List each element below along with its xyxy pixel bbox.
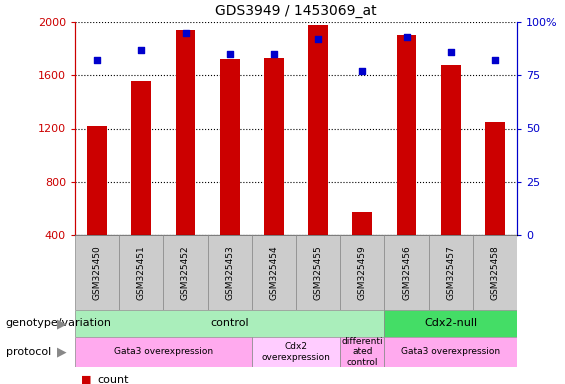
Text: GSM325451: GSM325451 <box>137 245 146 300</box>
Text: genotype/variation: genotype/variation <box>6 318 112 328</box>
Bar <box>473 235 517 310</box>
Point <box>93 57 102 63</box>
Bar <box>131 81 151 235</box>
Text: differenti
ated
control: differenti ated control <box>341 337 383 367</box>
Bar <box>119 235 163 310</box>
Text: protocol: protocol <box>6 347 51 357</box>
Bar <box>441 65 460 235</box>
Text: Cdx2-null: Cdx2-null <box>424 318 477 328</box>
Bar <box>485 122 505 235</box>
Text: GSM325452: GSM325452 <box>181 245 190 300</box>
Point <box>181 30 190 36</box>
Bar <box>384 337 517 367</box>
Text: GSM325457: GSM325457 <box>446 245 455 300</box>
Text: GSM325455: GSM325455 <box>314 245 323 300</box>
Bar <box>384 235 429 310</box>
Bar <box>252 337 340 367</box>
Text: GSM325454: GSM325454 <box>270 245 279 300</box>
Point <box>446 49 455 55</box>
Bar <box>340 235 384 310</box>
Title: GDS3949 / 1453069_at: GDS3949 / 1453069_at <box>215 4 377 18</box>
Bar <box>397 35 416 235</box>
Text: count: count <box>98 375 129 384</box>
Bar <box>220 59 240 235</box>
Point <box>137 46 146 53</box>
Text: GSM325459: GSM325459 <box>358 245 367 300</box>
Bar <box>353 212 372 235</box>
Text: control: control <box>210 318 249 328</box>
Bar <box>75 337 252 367</box>
Point <box>270 51 279 57</box>
Text: ■: ■ <box>81 375 91 384</box>
Text: ▶: ▶ <box>57 346 67 359</box>
Bar <box>308 25 328 235</box>
Text: GSM325458: GSM325458 <box>490 245 499 300</box>
Text: Gata3 overexpression: Gata3 overexpression <box>114 348 213 356</box>
Bar <box>384 310 517 337</box>
Text: GSM325450: GSM325450 <box>93 245 102 300</box>
Point <box>402 34 411 40</box>
Bar <box>176 30 195 235</box>
Text: GSM325453: GSM325453 <box>225 245 234 300</box>
Bar <box>264 58 284 235</box>
Point <box>314 36 323 42</box>
Point <box>225 51 234 57</box>
Text: GSM325456: GSM325456 <box>402 245 411 300</box>
Point <box>358 68 367 74</box>
Bar <box>75 310 384 337</box>
Bar <box>163 235 207 310</box>
Point <box>490 57 499 63</box>
Bar <box>296 235 340 310</box>
Bar <box>87 126 107 235</box>
Bar <box>252 235 296 310</box>
Bar <box>75 235 119 310</box>
Bar <box>340 337 384 367</box>
Text: Gata3 overexpression: Gata3 overexpression <box>401 348 500 356</box>
Text: Cdx2
overexpression: Cdx2 overexpression <box>262 342 331 362</box>
Bar <box>207 235 252 310</box>
Bar <box>429 235 473 310</box>
Text: ▶: ▶ <box>57 317 67 330</box>
